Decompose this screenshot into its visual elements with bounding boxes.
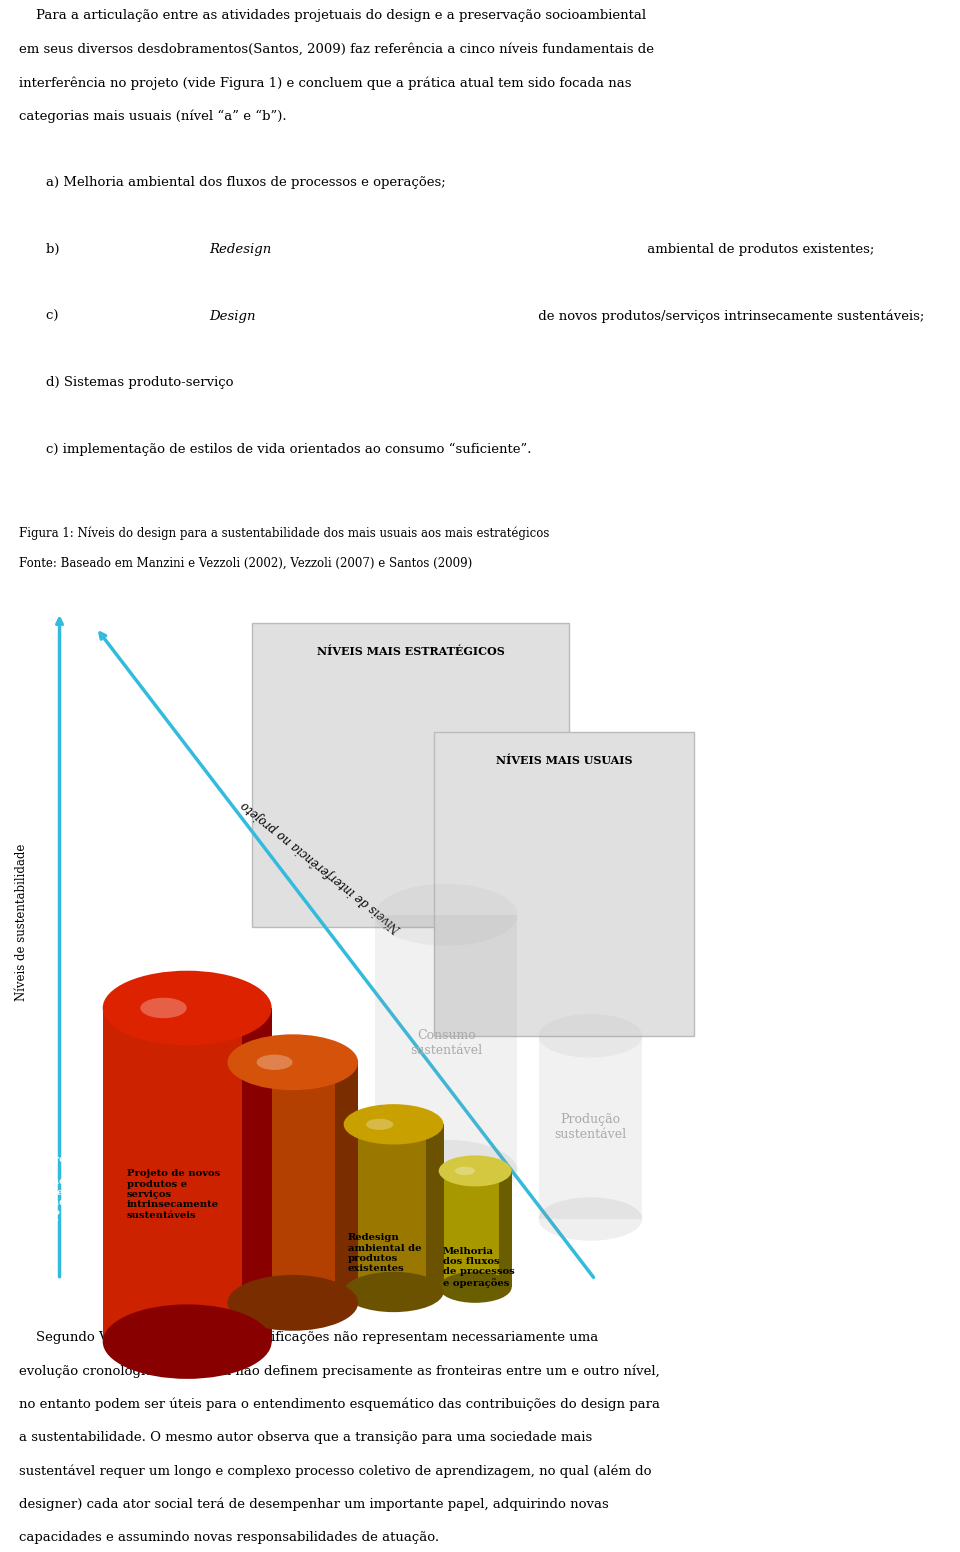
Text: b): b) [46,242,63,256]
Text: Melhoria
dos fluxos
de processos
e operações: Melhoria dos fluxos de processos e opera… [443,1246,515,1288]
Text: evolução cronológica e também não definem precisamente as fronteiras entre um e : evolução cronológica e também não define… [19,1364,660,1378]
Bar [344,1124,444,1291]
Ellipse shape [539,1013,642,1057]
Text: designer) cada ator social terá de desempenhar um importante papel, adquirindo n: designer) cada ator social terá de desem… [19,1498,609,1512]
Ellipse shape [539,1197,642,1240]
Ellipse shape [375,883,517,945]
Text: de novos produtos/serviços intrinsecamente sustentáveis;: de novos produtos/serviços intrinsecamen… [535,310,924,323]
Bar [103,1007,272,1341]
Ellipse shape [439,1155,512,1186]
Text: categorias mais usuais (nível “a” e “b”).: categorias mais usuais (nível “a” e “b”)… [19,109,287,123]
Text: Sistemas produto-
serviço e a
implementação
de estilos de
vida orientados
ao con: Sistemas produto- serviço e a implementa… [0,1155,95,1228]
Text: capacidades e assumindo novas responsabilidades de atuação.: capacidades e assumindo novas responsabi… [19,1530,440,1544]
Text: c) implementação de estilos de vida orientados ao consumo “suficiente”.: c) implementação de estilos de vida orie… [46,444,532,456]
Text: Figura 1: Níveis do design para a sustentabilidade dos mais usuais aos mais estr: Figura 1: Níveis do design para a susten… [19,526,549,540]
Text: ambiental de produtos existentes;: ambiental de produtos existentes; [643,242,875,256]
Ellipse shape [455,1167,475,1175]
Text: Redesign
ambiental de
produtos
existentes: Redesign ambiental de produtos existente… [348,1234,421,1274]
Text: d) Sistemas produto-serviço: d) Sistemas produto-serviço [46,377,233,390]
Ellipse shape [439,1271,512,1302]
Bar [375,914,517,1170]
Bar [539,1035,642,1218]
Ellipse shape [228,1274,358,1330]
Text: no entanto podem ser úteis para o entendimento esquemático das contribuições do : no entanto podem ser úteis para o entend… [19,1397,660,1411]
Bar [228,1062,358,1302]
Text: Design: Design [209,310,255,323]
Text: interferência no projeto (vide Figura 1) e concluem que a prática atual tem sido: interferência no projeto (vide Figura 1)… [19,76,632,90]
Text: c): c) [46,310,62,323]
Ellipse shape [344,1271,444,1311]
Text: em seus diversos desdobramentos(Santos, 2009) faz referência a cinco níveis fund: em seus diversos desdobramentos(Santos, … [19,43,654,56]
Bar [426,1124,444,1291]
Bar [439,1170,512,1287]
FancyBboxPatch shape [434,731,694,1035]
Text: a) Melhoria ambiental dos fluxos de processos e operações;: a) Melhoria ambiental dos fluxos de proc… [46,175,445,189]
Text: sustentável requer um longo e complexo processo coletivo de aprendizagem, no qua: sustentável requer um longo e complexo p… [19,1464,652,1478]
Text: NÍVEIS MAIS ESTRATÉGICOS: NÍVEIS MAIS ESTRATÉGICOS [317,646,504,658]
Text: Projeto de novos
produtos e
serviços
intrinsecamente
sustentáveis: Projeto de novos produtos e serviços int… [127,1169,220,1220]
Ellipse shape [366,1119,394,1130]
Ellipse shape [375,1139,517,1201]
Bar [499,1170,512,1287]
Ellipse shape [256,1055,293,1069]
Ellipse shape [344,1103,444,1144]
Ellipse shape [103,1304,272,1378]
Text: a sustentabilidade. O mesmo autor observa que a transição para uma sociedade mai: a sustentabilidade. O mesmo autor observ… [19,1431,592,1443]
Text: Consumo
sustentável: Consumo sustentável [410,1029,483,1057]
Text: Para a articulação entre as atividades projetuais do design e a preservação soci: Para a articulação entre as atividades p… [19,9,646,22]
Bar [242,1007,272,1341]
Ellipse shape [140,998,187,1018]
Text: Redesign: Redesign [209,242,271,256]
Text: Níveis de interferência no projeto: Níveis de interferência no projeto [239,798,404,934]
FancyBboxPatch shape [252,622,569,927]
Text: Fonte: Baseado em Manzini e Vezzoli (2002), Vezzoli (2007) e Santos (2009): Fonte: Baseado em Manzini e Vezzoli (200… [19,557,472,570]
Text: Produção
sustentável: Produção sustentável [554,1113,627,1141]
Ellipse shape [103,970,272,1044]
Text: Níveis de sustentabilidade: Níveis de sustentabilidade [14,844,28,1001]
Bar [335,1062,358,1302]
Text: NÍVEIS MAIS USUAIS: NÍVEIS MAIS USUAIS [495,754,633,767]
Text: Segundo Vezzoli (2007) essas classificações não representam necessariamente uma: Segundo Vezzoli (2007) essas classificaç… [19,1330,598,1344]
Ellipse shape [228,1034,358,1090]
